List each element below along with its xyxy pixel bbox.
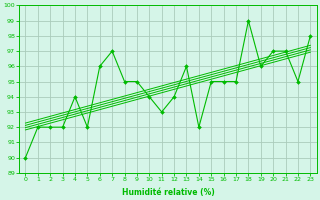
X-axis label: Humidité relative (%): Humidité relative (%)	[122, 188, 214, 197]
